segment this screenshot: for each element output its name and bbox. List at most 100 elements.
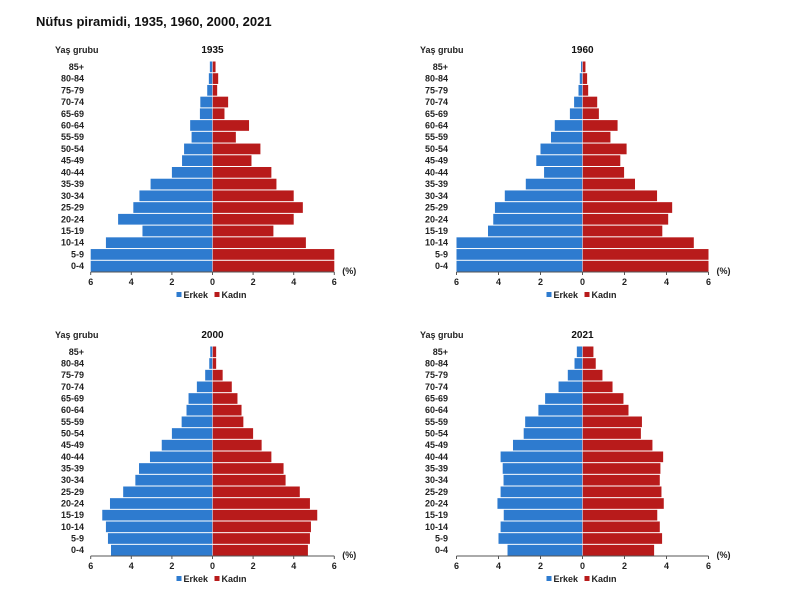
bar-erkek: [456, 237, 583, 249]
age-group-label: 0-4: [435, 545, 448, 555]
bar-erkek: [133, 202, 213, 213]
bar-erkek: [188, 393, 213, 404]
x-tick-label: 2: [538, 277, 543, 287]
age-group-label: 70-74: [61, 382, 84, 392]
bar-kadin: [212, 167, 272, 178]
chart-title: 2021: [571, 330, 594, 341]
bar-kadin: [212, 346, 217, 358]
x-tick-label: 2: [538, 561, 543, 571]
x-axis-unit-label: (%): [717, 550, 731, 560]
bar-kadin: [582, 416, 642, 428]
bar-erkek: [149, 451, 213, 463]
bar-kadin: [212, 155, 252, 166]
age-group-label: 15-19: [425, 510, 448, 520]
x-tick-label: 4: [496, 561, 501, 571]
age-group-label: 40-44: [61, 167, 84, 177]
bar-kadin: [212, 393, 238, 404]
age-group-label: 5-9: [71, 249, 84, 259]
bar-kadin: [582, 463, 661, 474]
bar-kadin: [582, 533, 663, 544]
bar-kadin: [212, 439, 262, 451]
age-group-label: 5-9: [435, 534, 448, 544]
bar-kadin: [582, 474, 660, 486]
y-axis-label: Yaş grubu: [55, 330, 99, 340]
age-group-label: 65-69: [61, 394, 84, 404]
bar-kadin: [212, 131, 236, 143]
bar-erkek: [118, 213, 213, 225]
x-tick-label: 2: [169, 277, 174, 287]
x-tick-label: 6: [454, 277, 459, 287]
bar-kadin: [582, 190, 658, 202]
bar-erkek: [456, 260, 583, 272]
age-group-label: 20-24: [425, 214, 448, 224]
bar-kadin: [582, 167, 625, 178]
bar-kadin: [582, 393, 624, 404]
bar-erkek: [512, 439, 583, 451]
bar-kadin: [582, 439, 653, 451]
bar-erkek: [123, 486, 213, 498]
bar-erkek: [111, 544, 213, 556]
age-group-label: 85+: [69, 347, 84, 357]
age-group-label: 30-34: [61, 475, 84, 485]
chart-title: 1935: [201, 45, 224, 56]
age-group-label: 50-54: [61, 144, 84, 154]
bar-kadin: [212, 369, 223, 381]
bar-erkek: [107, 533, 213, 544]
bar-kadin: [582, 544, 655, 556]
bar-erkek: [498, 533, 583, 544]
bar-erkek: [538, 404, 583, 416]
bar-erkek: [551, 131, 583, 143]
age-group-label: 0-4: [435, 261, 448, 271]
bar-erkek: [109, 498, 213, 509]
legend-label-erkek: Erkek: [184, 574, 210, 584]
bar-kadin: [582, 213, 669, 225]
x-tick-label: 6: [88, 277, 93, 287]
bar-kadin: [582, 346, 594, 358]
age-group-label: 30-34: [61, 191, 84, 201]
bar-kadin: [212, 509, 318, 521]
legend-label-kadin: Kadın: [592, 574, 617, 584]
bar-erkek: [196, 381, 213, 393]
age-group-label: 10-14: [61, 522, 84, 532]
bar-kadin: [582, 381, 613, 393]
x-tick-label: 0: [580, 277, 585, 287]
bar-kadin: [212, 416, 244, 428]
bar-erkek: [190, 120, 213, 131]
bar-kadin: [582, 428, 641, 439]
age-group-label: 85+: [69, 62, 84, 72]
bar-erkek: [171, 167, 213, 178]
age-group-label: 35-39: [425, 464, 448, 474]
bar-erkek: [523, 428, 583, 439]
age-group-label: 35-39: [61, 464, 84, 474]
figure-title: Nüfus piramidi, 1935, 1960, 2000, 2021: [36, 14, 272, 29]
age-group-label: 35-39: [61, 179, 84, 189]
age-group-label: 75-79: [425, 85, 448, 95]
age-group-label: 60-64: [61, 405, 84, 415]
bar-erkek: [102, 509, 213, 521]
age-group-label: 80-84: [61, 74, 84, 84]
bar-erkek: [205, 369, 213, 381]
age-group-label: 45-49: [425, 440, 448, 450]
bar-erkek: [544, 167, 583, 178]
bar-kadin: [582, 178, 635, 190]
bar-erkek: [554, 120, 583, 131]
bar-erkek: [507, 544, 583, 556]
age-group-label: 70-74: [425, 97, 448, 107]
bar-erkek: [456, 249, 583, 260]
age-group-label: 60-64: [425, 120, 448, 130]
bar-kadin: [582, 96, 598, 108]
age-group-label: 45-49: [425, 156, 448, 166]
bar-kadin: [582, 225, 663, 237]
age-group-label: 20-24: [425, 499, 448, 509]
age-group-label: 40-44: [425, 167, 448, 177]
bar-erkek: [139, 463, 213, 474]
legend-swatch-erkek: [546, 576, 552, 581]
x-tick-label: 4: [129, 561, 134, 571]
bar-kadin: [212, 237, 306, 249]
y-axis-label: Yaş grubu: [420, 45, 464, 55]
bar-erkek: [576, 346, 583, 358]
bar-erkek: [200, 96, 213, 108]
bar-kadin: [212, 225, 274, 237]
age-group-label: 60-64: [425, 405, 448, 415]
